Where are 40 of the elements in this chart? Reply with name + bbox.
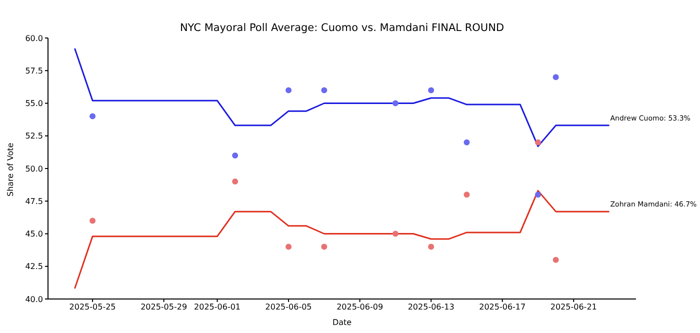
x-axis-title: Date	[332, 318, 352, 327]
y-tick-label: 50.0	[25, 164, 43, 174]
point	[90, 113, 96, 120]
x-tick-label: 2025-06-13	[408, 302, 454, 312]
y-tick-label: 47.5	[25, 196, 43, 206]
y-tick-label: 57.5	[25, 66, 43, 76]
x-tick-label: 2025-06-05	[265, 302, 312, 312]
point	[90, 218, 96, 224]
y-axis-title: Share of Vote	[6, 142, 15, 196]
point	[535, 139, 541, 146]
y-tick-label: 42.5	[25, 262, 43, 272]
line-series	[74, 190, 610, 290]
y-tick-label: 55.0	[25, 99, 43, 108]
x-tick-label: 2025-05-29	[140, 302, 188, 312]
y-tick-label: 60.0	[25, 34, 43, 43]
x-tick-label: 2025-06-21	[550, 302, 597, 312]
point	[535, 192, 541, 198]
point	[428, 87, 434, 94]
y-tick-label: 45.0	[25, 230, 43, 239]
point	[232, 152, 238, 158]
point	[464, 192, 470, 198]
point	[464, 139, 470, 146]
point	[321, 244, 328, 250]
point	[286, 87, 292, 94]
x-tick-label: 2025-05-25	[69, 302, 116, 312]
x-tick-label: 2025-06-01	[194, 302, 241, 312]
point	[321, 87, 328, 94]
point	[392, 230, 398, 237]
point	[286, 244, 292, 250]
point	[428, 244, 434, 250]
x-tick-label: 2025-06-09	[336, 302, 384, 312]
x-tick-label: 2025-06-17	[479, 302, 526, 312]
point	[232, 178, 238, 185]
line-series	[74, 48, 610, 148]
point	[552, 256, 559, 263]
y-tick-label: 52.5	[25, 132, 43, 141]
chart-title: NYC Mayoral Poll Average: Cuomo vs. Mamdani FINAL ROUND	[178, 22, 506, 34]
y-tick-label: 40.0	[25, 294, 43, 304]
point	[552, 74, 559, 80]
point	[392, 100, 398, 106]
